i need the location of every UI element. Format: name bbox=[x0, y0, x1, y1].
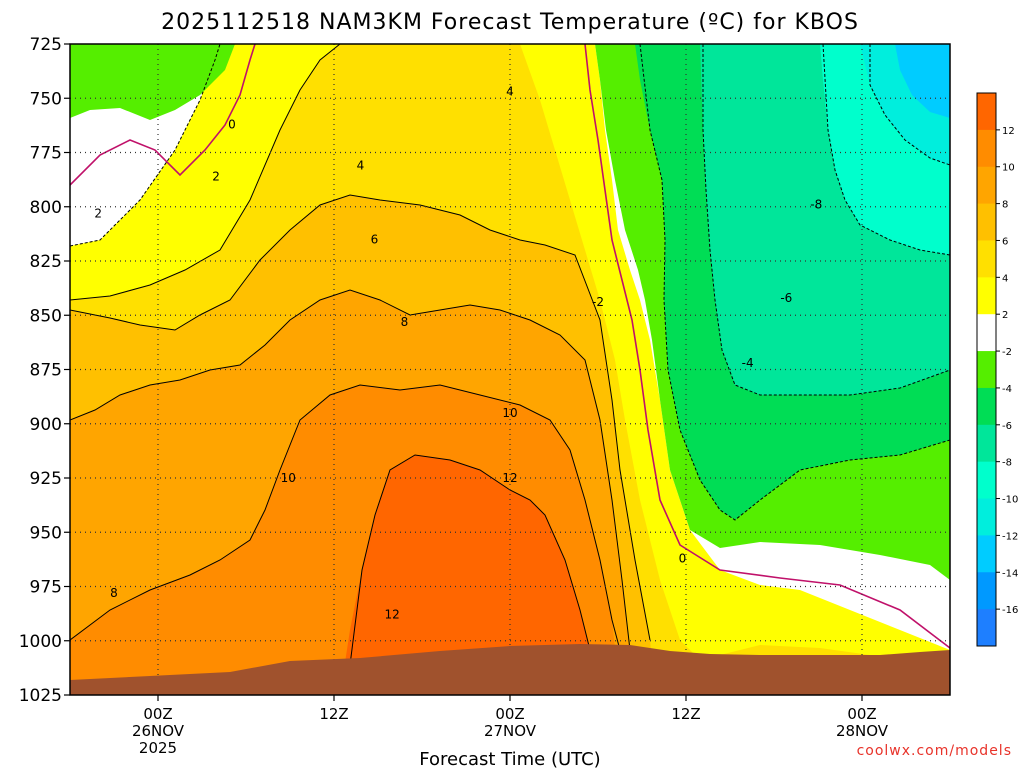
colorbar-band bbox=[977, 129, 996, 168]
temp-region-minus-12 bbox=[895, 44, 950, 118]
y-tick-label: 850 bbox=[30, 306, 62, 326]
contour-label: 10 bbox=[281, 471, 296, 485]
x-tick-label: 12Z bbox=[671, 705, 700, 723]
contour-label: -4 bbox=[742, 356, 754, 370]
y-tick-label: 950 bbox=[30, 523, 62, 543]
y-tick-label: 750 bbox=[30, 89, 62, 109]
contour-line-12 bbox=[349, 454, 591, 666]
colorbar-label: -12 bbox=[1002, 531, 1018, 542]
contour-label: 8 bbox=[110, 586, 118, 600]
contour-line-minus-10 bbox=[869, 44, 950, 166]
plot-area bbox=[70, 44, 950, 695]
colorbar-band bbox=[977, 166, 996, 205]
ground-surface bbox=[70, 644, 950, 695]
contour-label: 4 bbox=[357, 159, 365, 173]
contour-line-8 bbox=[70, 289, 631, 651]
x-tick-label: 26NOV bbox=[132, 722, 185, 740]
contour-line-6 bbox=[70, 194, 651, 641]
colorbar-label: -10 bbox=[1002, 495, 1018, 506]
colorbar-band bbox=[977, 498, 996, 536]
colorbar-band bbox=[977, 424, 996, 463]
contour-line-10 bbox=[70, 384, 621, 651]
temp-region-minus-2-upper-left bbox=[70, 44, 235, 120]
colorbar-band bbox=[977, 240, 996, 278]
colorbar-band bbox=[977, 535, 996, 573]
colorbar-band bbox=[977, 461, 996, 500]
colorbar-frame bbox=[976, 92, 997, 647]
contour-label: -8 bbox=[810, 198, 822, 212]
contour-label: 4 bbox=[506, 85, 514, 99]
y-tick-label: 725 bbox=[30, 35, 62, 55]
contour-line-2 bbox=[70, 44, 221, 247]
colorbar-label: -6 bbox=[1002, 421, 1012, 432]
colorbar-band bbox=[977, 314, 996, 352]
x-tick-label: 00Z bbox=[143, 705, 172, 723]
colorbar-label: 6 bbox=[1002, 236, 1008, 247]
contour-label: 12 bbox=[502, 471, 517, 485]
colorbar-label: 4 bbox=[1002, 273, 1008, 284]
colorbar-label: -2 bbox=[1002, 347, 1012, 358]
colorbar-band bbox=[977, 93, 996, 131]
y-tick-label: 875 bbox=[30, 361, 62, 381]
colorbar-band bbox=[977, 609, 996, 647]
colorbar-label: -14 bbox=[1002, 568, 1018, 579]
y-tick-label: 975 bbox=[30, 578, 62, 598]
contour-label: 8 bbox=[401, 315, 409, 329]
colorbar-label: -4 bbox=[1002, 384, 1012, 395]
colorbar: 12 10 8 6 4 2 -2 -4 -6 -8 -10 -12 -14 -16 bbox=[976, 92, 1018, 647]
x-tick-label: 12Z bbox=[319, 705, 348, 723]
y-tick-label: 775 bbox=[30, 144, 62, 164]
colorbar-band bbox=[977, 387, 996, 426]
y-tick-label: 900 bbox=[30, 415, 62, 435]
colorbar-label: 8 bbox=[1002, 200, 1008, 211]
x-tick-label: 00Z bbox=[495, 705, 524, 723]
x-tick-label: 28NOV bbox=[836, 722, 889, 740]
contour-line-0-west bbox=[70, 44, 256, 186]
contour-label: 0 bbox=[679, 551, 687, 565]
y-tick-label: 1025 bbox=[19, 686, 62, 706]
x-axis-label: Forecast Time (UTC) bbox=[419, 749, 600, 768]
colorbar-band bbox=[977, 572, 996, 610]
contour-label: 6 bbox=[371, 232, 379, 246]
contour-label: 2 bbox=[94, 206, 102, 220]
contour-label: 2 bbox=[212, 169, 220, 183]
colorbar-band bbox=[977, 203, 996, 241]
y-axis: 725 750 775 800 825 850 875 900 925 950 975 1000 102… bbox=[19, 35, 70, 706]
colorbar-label: -8 bbox=[1002, 458, 1012, 469]
contour-label: -6 bbox=[780, 291, 792, 305]
colorbar-label: -16 bbox=[1002, 605, 1018, 616]
colorbar-label: 12 bbox=[1002, 126, 1015, 137]
contour-label: 0 bbox=[228, 117, 236, 131]
temp-region-12 bbox=[340, 455, 595, 695]
colorbar-label: 2 bbox=[1002, 310, 1008, 321]
contour-line-minus-8 bbox=[822, 44, 950, 256]
contour-labels: 0 2 2 4 4 6 8 8 10 10 12 12 -2 -4 -6 -8 0 bbox=[94, 85, 822, 622]
grid bbox=[70, 44, 950, 695]
colorbar-band bbox=[977, 277, 996, 315]
credit-text: coolwx.com/models bbox=[857, 743, 1012, 759]
y-tick-label: 925 bbox=[30, 469, 62, 489]
chart-title: 2025112518 NAM3KM Forecast Temperature (… bbox=[161, 10, 859, 35]
x-tick-label: 00Z bbox=[847, 705, 876, 723]
y-tick-label: 825 bbox=[30, 252, 62, 272]
colorbar-band bbox=[977, 351, 996, 389]
y-tick-label: 800 bbox=[30, 198, 62, 218]
x-tick-label: 2025 bbox=[139, 739, 177, 757]
contour-line-0-east bbox=[584, 44, 950, 649]
x-tick-label: 27NOV bbox=[484, 722, 537, 740]
contour-line-4 bbox=[70, 44, 341, 301]
colorbar-label: 10 bbox=[1002, 163, 1015, 174]
contour-label: 12 bbox=[384, 608, 399, 622]
contour-line-minus-6 bbox=[702, 44, 950, 396]
y-tick-label: 1000 bbox=[19, 632, 62, 652]
contour-label: 10 bbox=[502, 406, 517, 420]
contour-label: -2 bbox=[592, 295, 604, 309]
